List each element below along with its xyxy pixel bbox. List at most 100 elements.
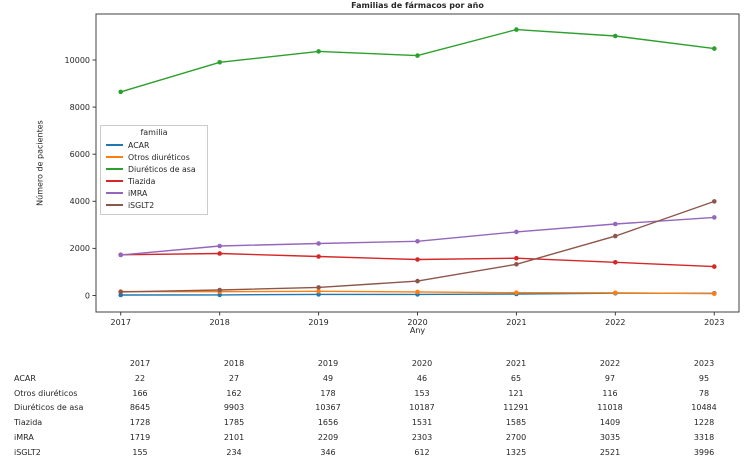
- legend-swatch: [106, 180, 123, 182]
- table-cell: 3035: [599, 432, 621, 442]
- series-marker: [118, 252, 123, 258]
- y-tick-label: 2000: [70, 244, 90, 253]
- table-cell: 166: [132, 388, 148, 398]
- legend-item: Diuréticos de asa: [106, 163, 202, 175]
- table-cell: 22: [134, 373, 146, 383]
- series-marker: [415, 278, 420, 284]
- series-marker: [316, 289, 321, 294]
- series-marker: [217, 287, 222, 293]
- legend-label: iSGLT2: [128, 200, 155, 210]
- legend-items: ACAR Otros diuréticos Diuréticos de asa Tia…: [106, 139, 202, 211]
- series-line: [120, 216, 715, 256]
- table-cell: 10484: [691, 403, 717, 413]
- table-row-label: Diuréticos de asa: [14, 403, 84, 413]
- series-marker: [217, 243, 222, 249]
- plot-area: 0 2000 4000 6000 8000 10000 2017 2018 2019 2020 20…: [65, 13, 740, 327]
- legend-swatch: [106, 144, 123, 146]
- x-tick-label: 2017: [111, 318, 131, 327]
- table-cell: 1728: [129, 418, 151, 428]
- legend-item: Tiazida: [106, 175, 202, 187]
- chart-title: Familias de fármacos por año: [351, 1, 484, 10]
- table-cell: 78: [698, 388, 710, 398]
- series-marker: [217, 60, 222, 65]
- legend-swatch: [106, 192, 123, 194]
- table-row-label: iMRA: [14, 432, 34, 442]
- table-cell: 1656: [317, 418, 339, 428]
- series-marker: [316, 241, 321, 246]
- series-marker: [613, 290, 618, 296]
- table-cell: 1585: [505, 418, 527, 428]
- series-marker: [712, 264, 717, 269]
- table-cell: 11291: [503, 403, 529, 413]
- y-tick-label: 10000: [65, 56, 90, 65]
- table-cell: 155: [132, 447, 148, 457]
- table-cell: 3996: [693, 447, 715, 457]
- series-marker: [514, 255, 519, 261]
- table-header-cell: 2017: [129, 359, 151, 368]
- table-header-cell: 2020: [411, 359, 433, 368]
- series-marker: [613, 233, 618, 239]
- table-cell: 11018: [597, 403, 623, 413]
- legend-item: iSGLT2: [106, 199, 202, 211]
- table-cell: 116: [602, 388, 618, 398]
- series-marker: [712, 46, 717, 51]
- legend-label: Diuréticos de asa: [128, 164, 196, 174]
- series-marker: [514, 27, 519, 32]
- table-cell: 2101: [223, 432, 245, 442]
- table-cell: 1409: [599, 418, 621, 428]
- table-header-cell: [14, 357, 93, 372]
- table-header-cell: 2023: [693, 359, 715, 368]
- legend-item: iMRA: [106, 187, 202, 199]
- series-marker: [415, 239, 420, 244]
- table-row-label: Otros diuréticos: [14, 388, 78, 398]
- y-tick-label: 4000: [70, 197, 90, 206]
- x-tick-label: 2018: [209, 318, 229, 327]
- series-marker: [514, 262, 519, 267]
- y-axis-label: Número de pacientes: [35, 120, 45, 206]
- series-marker: [514, 290, 519, 296]
- series-marker: [316, 254, 321, 259]
- x-tick-label: 2022: [605, 318, 625, 327]
- table-cell: 121: [508, 388, 524, 398]
- series-marker: [217, 251, 222, 256]
- series-marker: [316, 285, 321, 290]
- series-marker: [613, 260, 618, 265]
- table-row-label: ACAR: [14, 373, 36, 383]
- series-marker: [118, 89, 123, 95]
- legend-item: ACAR: [106, 139, 202, 151]
- series-marker: [712, 215, 717, 220]
- series-marker: [514, 229, 519, 235]
- series-marker: [613, 33, 618, 39]
- x-tick-label: 2019: [308, 318, 328, 327]
- series-marker: [316, 49, 321, 54]
- table-cell: 3318: [693, 432, 715, 442]
- table-cell: 95: [698, 373, 710, 383]
- table-header-cell: 2019: [317, 359, 339, 368]
- x-tick-label: 2023: [704, 318, 724, 327]
- series-line: [120, 28, 715, 93]
- legend-swatch: [106, 168, 123, 170]
- table-cell: 10187: [409, 403, 435, 413]
- table-row-label: iSGLT2: [14, 447, 41, 457]
- legend-label: Tiazida: [128, 176, 156, 186]
- table-cell: 2303: [411, 432, 433, 442]
- table-cell: 2700: [505, 432, 527, 442]
- series-marker: [118, 289, 123, 295]
- series-marker: [613, 221, 618, 227]
- table-cell: 2521: [599, 447, 621, 457]
- table-cell: 612: [414, 447, 430, 457]
- x-axis-label: Any: [409, 326, 426, 335]
- series-marker: [415, 53, 420, 58]
- y-tick-label: 0: [85, 291, 90, 300]
- table-cell: 10367: [315, 403, 341, 413]
- data-table: 2017 2018 2019 2020 2021 2022 2023 ACAR 22 27 49 46…: [14, 357, 750, 461]
- table-cell: 49: [322, 373, 334, 383]
- table-cell: 234: [226, 447, 242, 457]
- legend-swatch: [106, 204, 123, 206]
- table-header-cell: 2022: [599, 359, 621, 368]
- series-marker: [712, 291, 717, 297]
- table-cell: 97: [604, 373, 616, 383]
- legend-label: iMRA: [128, 188, 148, 198]
- series-marker: [712, 199, 717, 204]
